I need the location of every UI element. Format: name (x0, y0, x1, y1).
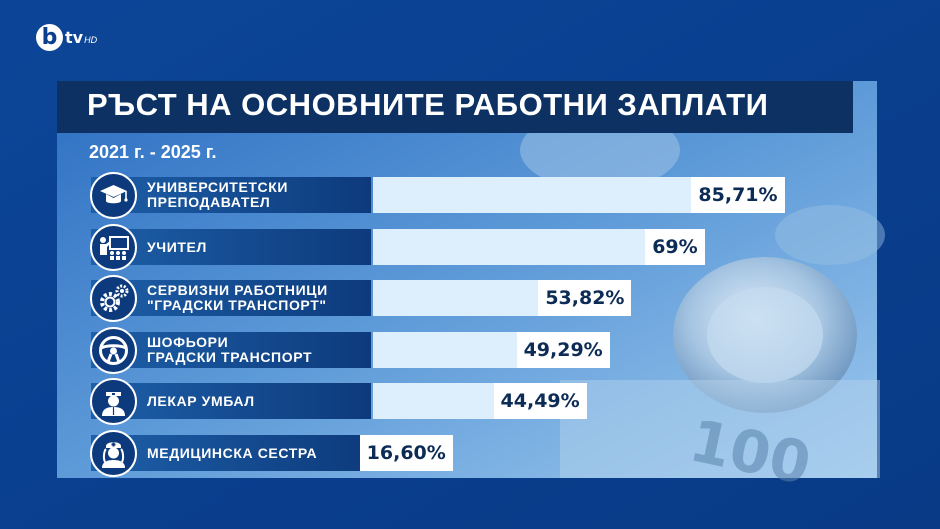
logo-channel: tv (65, 27, 84, 47)
teacher-icon (90, 223, 137, 271)
category-label-background (91, 177, 371, 213)
value-label: 85,71% (691, 177, 785, 213)
category-label-background (91, 331, 371, 368)
logo-letter: b (36, 23, 63, 51)
logo-suffix: HD (84, 34, 98, 45)
title-bar: РЪСТ НА ОСНОВНИТЕ РАБОТНИ ЗАПЛАТИ (57, 81, 853, 133)
value-label: 44,49% (493, 383, 587, 419)
nurse-icon (90, 429, 137, 477)
chart-subtitle: 2021 г. - 2025 г. (89, 142, 217, 162)
category-label: СЕРВИЗНИ РАБОТНИЦИ "ГРАДСКИ ТРАНСПОРТ" (147, 282, 328, 313)
gears-icon (90, 275, 137, 322)
graduate-icon (90, 172, 137, 219)
category-label: МЕДИЦИНСКА СЕСТРА (147, 444, 318, 461)
steering-wheel-icon (90, 326, 137, 374)
category-label-background (91, 434, 371, 471)
category-label: УНИВЕРСИТЕТСКИ ПРЕПОДАВАТЕЛ (147, 179, 289, 210)
category-label-background (91, 280, 371, 316)
chart-panel: РЪСТ НА ОСНОВНИТЕ РАБОТНИ ЗАПЛАТИ 2021 г… (57, 81, 877, 478)
btv-hd-logo: b tv HD (36, 20, 97, 54)
category-label-background (91, 383, 371, 419)
value-label: 53,82% (538, 280, 632, 316)
category-label: ШОФЬОРИ ГРАДСКИ ТРАНСПОРТ (147, 333, 313, 365)
chart-title: РЪСТ НА ОСНОВНИТЕ РАБОТНИ ЗАПЛАТИ (87, 87, 769, 122)
value-label: 16,60% (359, 434, 453, 471)
value-label: 49,29% (516, 331, 610, 368)
category-label: ЛЕКАР УМБАЛ (147, 393, 255, 409)
doctor-icon (90, 378, 137, 425)
category-label-background (91, 228, 371, 265)
category-label: УЧИТЕЛ (147, 238, 207, 255)
value-label: 69% (645, 228, 705, 265)
